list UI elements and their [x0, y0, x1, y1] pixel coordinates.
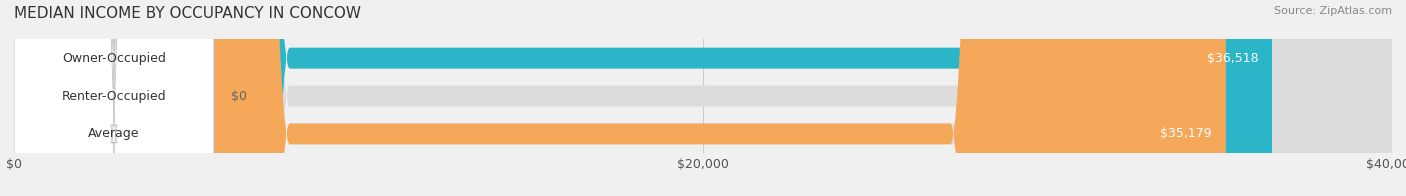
FancyBboxPatch shape [14, 0, 214, 196]
Text: $35,179: $35,179 [1160, 127, 1212, 140]
Text: MEDIAN INCOME BY OCCUPANCY IN CONCOW: MEDIAN INCOME BY OCCUPANCY IN CONCOW [14, 6, 361, 21]
Text: $36,518: $36,518 [1206, 52, 1258, 65]
FancyBboxPatch shape [14, 0, 1226, 196]
FancyBboxPatch shape [14, 0, 214, 196]
Text: Average: Average [89, 127, 139, 140]
Text: Source: ZipAtlas.com: Source: ZipAtlas.com [1274, 6, 1392, 16]
Text: Owner-Occupied: Owner-Occupied [62, 52, 166, 65]
FancyBboxPatch shape [14, 0, 214, 196]
FancyBboxPatch shape [14, 0, 1392, 196]
FancyBboxPatch shape [14, 0, 1272, 196]
FancyBboxPatch shape [14, 0, 1392, 196]
Text: Renter-Occupied: Renter-Occupied [62, 90, 166, 103]
Text: $0: $0 [231, 90, 247, 103]
FancyBboxPatch shape [14, 0, 1392, 196]
